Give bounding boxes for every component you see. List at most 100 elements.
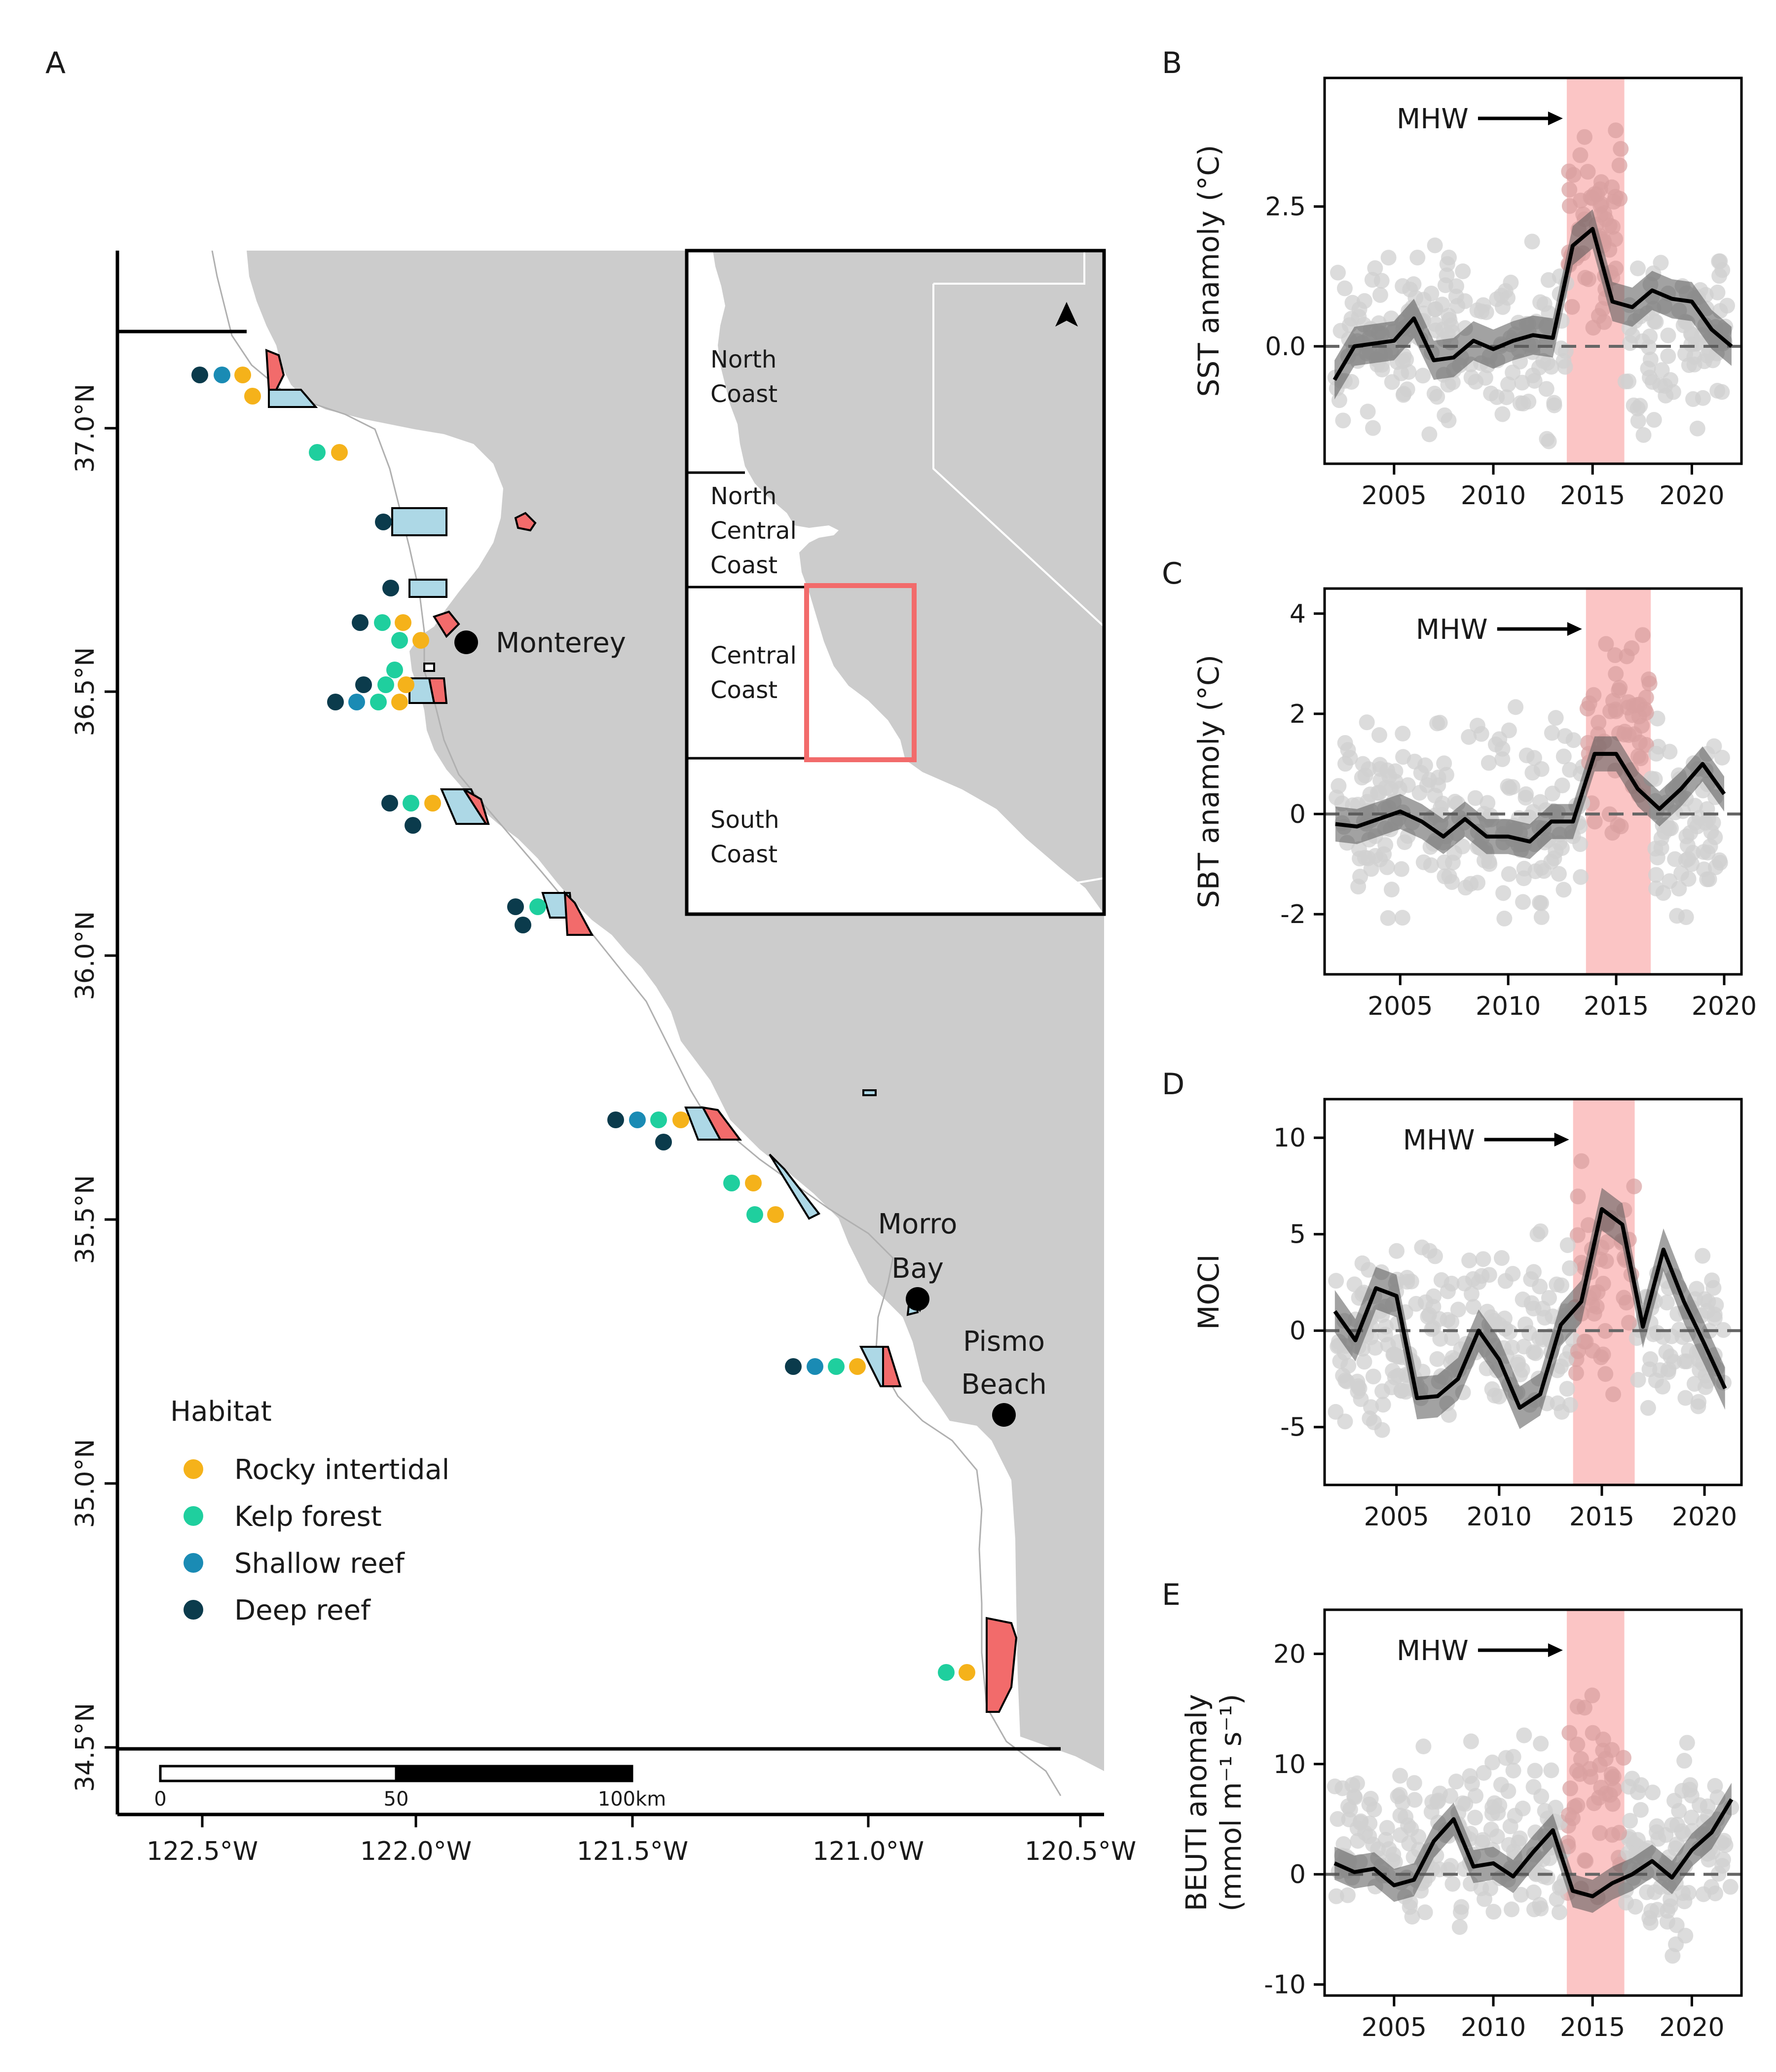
observation-point (1427, 237, 1443, 254)
observation-point (1595, 1732, 1611, 1748)
observation-point (1365, 420, 1381, 436)
city-label-pismo-line2: Beach (961, 1369, 1046, 1401)
observation-point (1641, 339, 1657, 355)
observation-point (1679, 1735, 1695, 1751)
observation-point (1641, 675, 1658, 692)
mhw-annotation: MHW (1397, 103, 1469, 135)
observation-point (1666, 1793, 1682, 1809)
observation-point (1580, 164, 1596, 180)
observation-point (1715, 1322, 1732, 1338)
observation-point (1719, 297, 1736, 314)
observation-point (1557, 359, 1573, 375)
observation-point (1631, 708, 1647, 725)
observation-point (1525, 1779, 1542, 1795)
observation-point (1529, 1226, 1546, 1242)
observation-point (1576, 129, 1592, 145)
observation-point (1356, 1354, 1372, 1370)
observation-point (1356, 293, 1372, 309)
inset-region-ncc-3: Coast (710, 552, 777, 579)
observation-point (1634, 627, 1651, 643)
observation-point (1379, 859, 1395, 875)
observation-point (1581, 695, 1597, 711)
observation-point (1467, 1810, 1483, 1826)
observation-point (1342, 1801, 1358, 1817)
observation-point (1695, 1886, 1711, 1902)
observation-point (1400, 1817, 1416, 1834)
observation-point (1707, 1885, 1724, 1901)
y-tick-label: -2 (1280, 900, 1306, 929)
observation-point (1695, 1248, 1711, 1264)
observation-point (1568, 1365, 1584, 1381)
observation-point (1554, 1404, 1570, 1420)
observation-point (1444, 374, 1461, 390)
panel-label: C (1162, 556, 1183, 591)
confidence-ribbon (1334, 209, 1732, 400)
observation-point (1457, 293, 1473, 309)
observation-point (1538, 381, 1554, 397)
observation-point (1384, 374, 1400, 390)
observation-point (1516, 1727, 1532, 1743)
observation-point (1351, 309, 1367, 325)
observation-point (1709, 284, 1726, 300)
x-tick-label: 2010 (1476, 992, 1541, 1021)
observation-point (1608, 122, 1624, 139)
y-tick-label: 2.5 (1265, 192, 1306, 222)
svg-text:122.5°W: 122.5°W (147, 1837, 258, 1866)
observation-point (1621, 1315, 1637, 1331)
svg-text:34.5°N: 34.5°N (71, 1703, 100, 1792)
observation-point (1512, 1830, 1528, 1847)
observation-point (1537, 1803, 1553, 1819)
observation-point (1419, 777, 1435, 793)
observation-point (1595, 1346, 1611, 1363)
observation-point (1629, 1832, 1646, 1848)
observation-point (1565, 732, 1582, 748)
observation-point (1388, 1243, 1405, 1259)
observation-point (1475, 1251, 1491, 1267)
observation-point (1621, 1778, 1637, 1795)
observation-point (1652, 1362, 1668, 1378)
observation-point (1330, 1811, 1346, 1827)
observation-point (1678, 909, 1694, 925)
observation-point (1558, 1351, 1575, 1368)
observation-point (1526, 750, 1542, 766)
x-tick-label: 2020 (1659, 481, 1724, 511)
panel-label: D (1162, 1067, 1184, 1102)
observation-point (1597, 1366, 1614, 1382)
offshore-boundary-line (211, 251, 1062, 1796)
svg-text:36.0°N: 36.0°N (71, 911, 100, 1000)
observation-point (1541, 1290, 1557, 1306)
observation-point (1415, 1739, 1432, 1755)
observation-point (1655, 1378, 1671, 1395)
observation-point (1533, 909, 1550, 925)
mhw-annotation: MHW (1416, 614, 1488, 646)
inset-region-central-2: Coast (710, 676, 777, 704)
observation-point (1561, 1725, 1578, 1741)
observation-point (1546, 395, 1562, 411)
x-tick-label: 2015 (1560, 2013, 1625, 2042)
panel-label: B (1162, 46, 1182, 80)
observation-point (1617, 373, 1633, 390)
observation-point (1423, 857, 1439, 873)
y-tick-label: 4 (1290, 599, 1306, 629)
y-tick-label: 0 (1290, 1860, 1306, 1889)
observation-point (1515, 1292, 1531, 1308)
y-tick-label: 10 (1273, 1123, 1306, 1153)
observation-point (1337, 735, 1353, 751)
observation-point (1337, 1372, 1354, 1389)
observation-point (1367, 260, 1383, 276)
observation-point (1365, 1369, 1381, 1385)
observation-point (1515, 894, 1531, 910)
observation-point (1371, 727, 1387, 743)
plot-frame (1323, 76, 1743, 465)
observation-point (1469, 302, 1485, 318)
observation-point (1696, 353, 1712, 370)
habitat-points (191, 367, 975, 1681)
plot-area (1325, 1610, 1741, 1996)
observation-point (1559, 1237, 1576, 1253)
observation-point (1434, 296, 1450, 313)
inset-map: North Coast North Central Coast Central … (685, 249, 1106, 916)
observation-point (1714, 1858, 1731, 1874)
observation-point (1604, 1827, 1621, 1843)
observation-point (1597, 1323, 1613, 1339)
observation-point (1380, 910, 1396, 926)
